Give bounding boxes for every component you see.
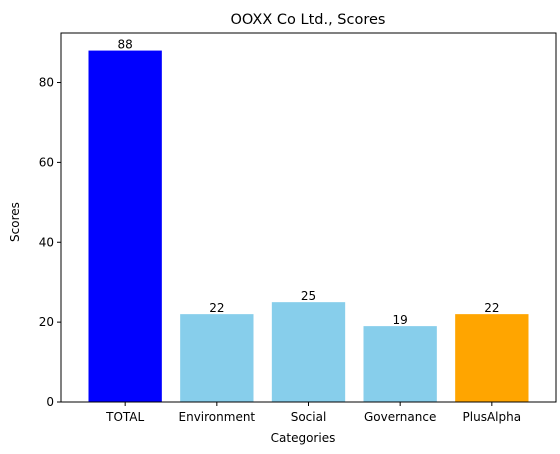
x-tick-label-governance: Governance [364,410,436,424]
chart-title: OOXX Co Ltd., Scores [231,12,386,28]
bar-environment [180,314,254,402]
bar-governance [363,326,437,402]
x-tick-label-total: TOTAL [105,410,144,424]
y-tick-label-20: 20 [39,315,54,329]
bars-group [88,50,529,402]
y-tick-label-40: 40 [39,235,54,249]
y-axis: 0 20 40 60 80 [39,76,61,409]
data-label-plusalpha: 22 [484,301,499,315]
y-tick-label-0: 0 [46,395,54,409]
data-label-governance: 19 [393,313,408,327]
bar-total [88,50,162,402]
x-tick-label-plusalpha: PlusAlpha [463,410,522,424]
x-axis-label: Categories [271,431,336,445]
bar-social [271,302,346,402]
y-tick-label-60: 60 [39,155,54,169]
data-label-social: 25 [301,289,316,303]
y-tick-label-80: 80 [39,76,54,90]
x-tick-label-social: Social [291,410,327,424]
data-label-total: 88 [118,38,133,52]
data-labels-group: 88 22 25 19 22 [118,38,500,328]
bar-plusalpha [455,314,529,402]
plot-frame [60,32,557,403]
y-axis-label: Scores [8,202,22,242]
data-label-environment: 22 [209,301,224,315]
x-tick-label-environment: Environment [179,410,256,424]
x-axis: TOTAL Environment Social Governance PlusAlph… [105,402,521,424]
